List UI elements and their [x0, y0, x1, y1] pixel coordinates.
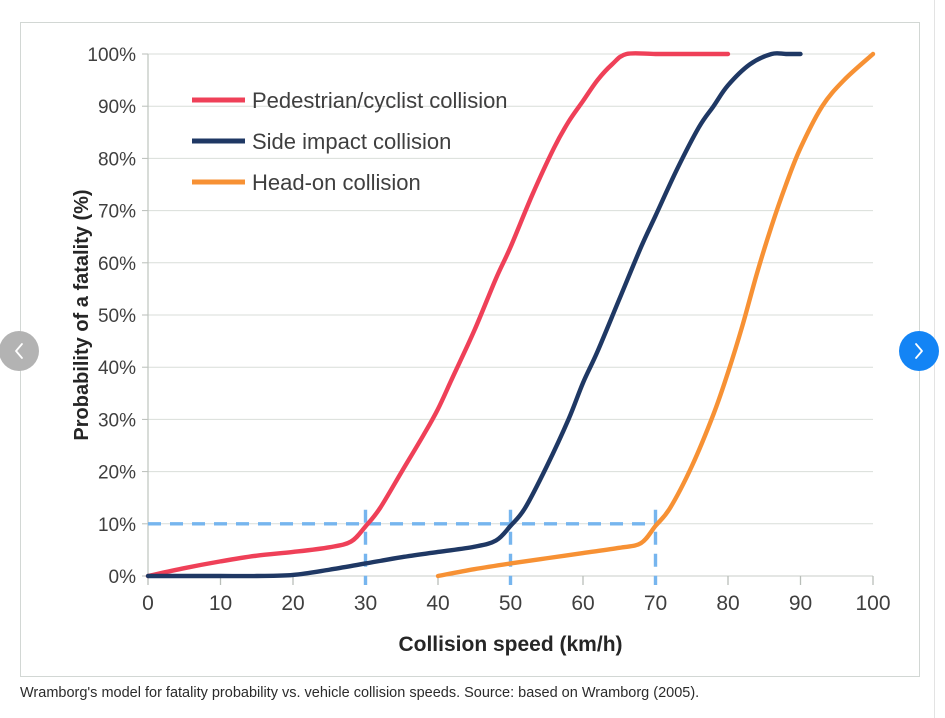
series-line: [145, 51, 731, 579]
y-axis-tick-label: 30%: [98, 410, 136, 431]
legend-label: Side impact collision: [252, 129, 451, 154]
legend-label: Pedestrian/cyclist collision: [252, 88, 508, 113]
x-axis-tick-label: 90: [789, 592, 812, 615]
x-axis-tick-label: 20: [281, 592, 304, 615]
chevron-left-icon: [15, 343, 23, 359]
x-axis-title: Collision speed (km/h): [398, 633, 622, 656]
x-axis-tick-label: 70: [644, 592, 667, 615]
reference-lines: [148, 509, 658, 585]
y-axis-tick-label: 10%: [98, 515, 136, 536]
series-line: [435, 51, 876, 579]
chart-canvas: 0% 10% 20% 30% 40% 50% 60% 70% 80% 90% 100% 0 10 20 30…: [21, 23, 919, 676]
y-axis-tick-label: 100%: [87, 45, 136, 66]
figure-frame: 0% 10% 20% 30% 40% 50% 60% 70% 80% 90% 100% 0 10 20 30…: [20, 22, 920, 677]
x-axis-tick-label: 30: [354, 592, 377, 615]
x-axis: 0 10 20 30 40 50 60 70 80 90 100: [142, 576, 891, 615]
x-axis-tick-label: 40: [426, 592, 449, 615]
legend-label: Head-on collision: [252, 170, 421, 195]
fatality-probability-chart: 0% 10% 20% 30% 40% 50% 60% 70% 80% 90% 100% 0 10 20 30…: [71, 45, 891, 656]
y-axis-tick-label: 70%: [98, 202, 136, 223]
y-axis-title: Probability of a fatality (%): [71, 189, 93, 440]
carousel-next-button[interactable]: [899, 331, 939, 371]
x-axis-tick-label: 100: [855, 592, 890, 615]
chart-legend: Pedestrian/cyclist collision Side impact …: [192, 88, 508, 195]
x-axis-tick-label: 60: [571, 592, 594, 615]
figure-caption: Wramborg's model for fatality probabilit…: [20, 685, 700, 701]
y-axis-tick-label: 90%: [98, 97, 136, 118]
y-gridlines: 0% 10% 20% 30% 40% 50% 60% 70% 80% 90% 100%: [87, 45, 873, 588]
y-axis-tick-label: 20%: [98, 463, 136, 484]
y-axis-tick-label: 0%: [109, 567, 137, 588]
x-axis-tick-label: 80: [716, 592, 739, 615]
y-axis-tick-label: 80%: [98, 149, 136, 170]
x-axis-tick-label: 0: [142, 592, 154, 615]
series-line: [145, 51, 803, 579]
y-axis-tick-label: 50%: [98, 306, 136, 327]
x-axis-tick-label: 10: [209, 592, 232, 615]
y-axis-tick-label: 40%: [98, 358, 136, 379]
series-group: [145, 51, 876, 579]
carousel-prev-button[interactable]: [0, 331, 39, 371]
chevron-right-icon: [915, 343, 923, 359]
x-axis-tick-label: 50: [499, 592, 522, 615]
y-axis-tick-label: 60%: [98, 254, 136, 275]
